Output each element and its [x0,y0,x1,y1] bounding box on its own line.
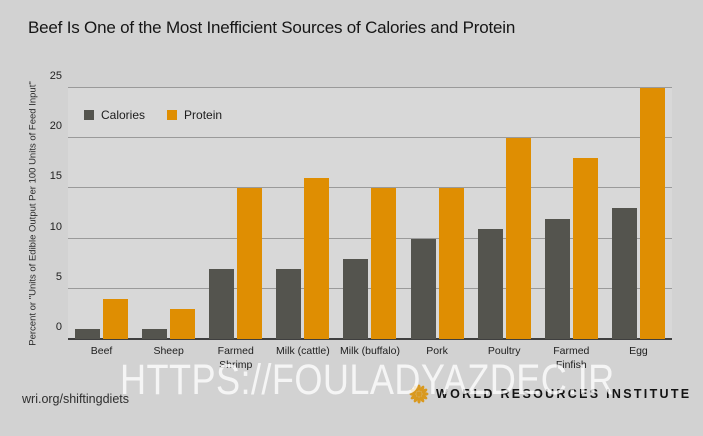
bar-protein [505,138,531,339]
bar-protein [304,178,330,339]
bar-protein [639,88,665,339]
bar-calories [276,269,302,339]
wri-logo-text: WORLD RESOURCES INSTITUTE [436,387,692,401]
y-tick-label: 5 [55,270,62,283]
gridline [68,137,672,139]
bar-group [538,88,605,339]
bar-group [605,88,672,339]
bar-group [68,88,135,339]
source-url: wri.org/shiftingdiets [22,392,129,406]
x-category-label: Farmed Finfish [553,345,590,371]
legend-label: Calories [101,108,146,122]
wri-logo: WORLD RESOURCES INSTITUTE [408,383,691,405]
gridline [68,237,672,239]
plot-area: Calories Protein 0 5 10 15 20 25 Beef Sheep Farme… [50,70,672,371]
x-axis-line [68,338,672,340]
legend-item: Protein [167,108,222,122]
x-category-label: Egg [629,345,648,357]
bar-group [336,88,403,339]
bar-group [471,88,538,339]
wri-flower-icon [409,384,429,404]
bar-protein [572,158,598,339]
x-category-label: Beef [90,345,113,357]
bar-calories [410,239,436,339]
x-category-label: Pork [426,345,448,357]
bar-calories [209,269,235,339]
watermark-overlay: HTTPS://FOULADYAZDEC.IR [120,356,615,404]
y-tick-label: 0 [55,321,62,333]
bar-calories [142,329,168,339]
bar-protein [170,309,196,339]
legend-swatch [84,110,94,120]
y-tick-label: 20 [49,120,62,133]
bar-calories [75,329,101,339]
gridline [68,187,672,189]
bar-group [269,88,336,339]
bar-group [404,88,471,339]
y-tick-label: 15 [49,170,62,183]
x-category-label: Milk (buffalo) [340,345,400,357]
bar-protein [438,188,464,339]
legend-label: Protein [184,108,223,122]
gridline [68,287,672,289]
chart-title: Beef Is One of the Most Inefficient Sour… [28,18,516,37]
gridline [68,87,672,88]
bar-protein [103,299,129,339]
y-tick-label: 10 [49,220,62,233]
x-category-label: Sheep [153,345,184,357]
bar-protein [237,188,263,339]
legend-item: Calories [84,108,145,122]
bar-calories [544,219,570,339]
legend-swatch [167,110,178,120]
y-tick-label: 25 [49,70,62,82]
bar-calories [477,229,503,339]
bar-calories [611,208,637,339]
legend: Calories Protein [84,108,222,122]
bar-calories [343,259,369,339]
x-category-label: Poultry [487,345,521,357]
bar-group [202,88,269,339]
bar-group [135,88,202,339]
bar-protein [371,188,397,339]
x-category-label: Milk (cattle) [276,345,330,357]
x-category-label: Farmed Shrimp [217,345,254,371]
